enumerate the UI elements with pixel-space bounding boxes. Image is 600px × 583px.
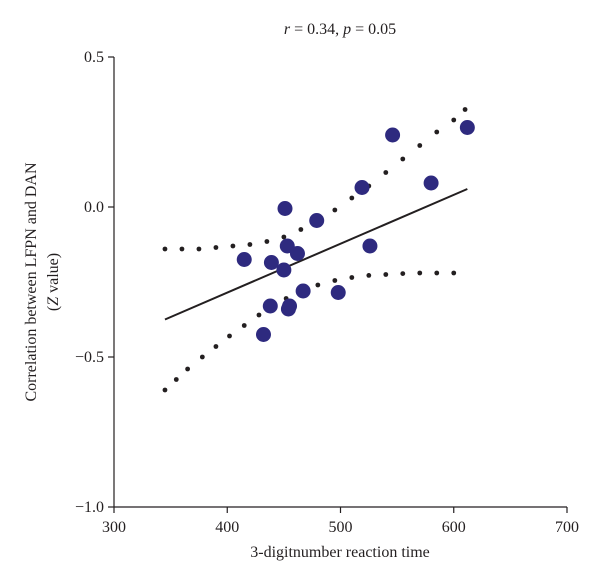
x-tick-label: 700 bbox=[555, 519, 579, 536]
ci-upper-dot bbox=[332, 207, 338, 213]
ci-upper-dot bbox=[179, 246, 185, 252]
data-point bbox=[276, 262, 292, 278]
r-symbol: r bbox=[284, 21, 291, 38]
ci-lower-dot bbox=[227, 333, 232, 339]
data-point bbox=[277, 201, 293, 216]
data-point bbox=[255, 327, 271, 342]
x-ticks: 300 400 500 600 700 bbox=[102, 507, 579, 536]
ci-upper-dot bbox=[349, 195, 355, 201]
ci-lower-dot bbox=[366, 273, 372, 278]
p-symbol: p bbox=[342, 21, 351, 38]
ci-upper-dot bbox=[434, 129, 440, 135]
y-axis-title-open: ( bbox=[45, 306, 62, 311]
ci-lower-dot bbox=[199, 354, 205, 360]
ci-lower-dot bbox=[383, 272, 389, 277]
ci-upper-dot bbox=[462, 107, 468, 112]
ci-upper-dot bbox=[162, 246, 168, 252]
x-axis-title: 3-digitnumber reaction time bbox=[250, 544, 430, 561]
ci-upper-dot bbox=[383, 170, 389, 175]
data-point bbox=[330, 285, 346, 300]
ci-lower-dot bbox=[332, 278, 338, 283]
ci-lower-dot bbox=[417, 270, 423, 276]
data-points bbox=[236, 120, 475, 342]
ci-upper-dot bbox=[298, 227, 304, 232]
ci-lower-dot bbox=[400, 271, 406, 276]
p-text: = 0.05 bbox=[351, 21, 396, 38]
ci-lower-dot bbox=[256, 312, 262, 318]
ci-upper-dot bbox=[417, 143, 423, 148]
data-point bbox=[295, 283, 311, 299]
r-text: = 0.34, bbox=[290, 21, 343, 38]
ci-lower-dot bbox=[349, 275, 355, 280]
data-point bbox=[354, 180, 370, 195]
ci-upper-dot bbox=[213, 245, 219, 250]
x-tick-label: 300 bbox=[102, 519, 126, 536]
data-point bbox=[263, 255, 279, 270]
y-axis-title-z: Z bbox=[45, 296, 62, 306]
y-tick-label: −0.5 bbox=[75, 349, 104, 366]
ci-upper-dot bbox=[281, 234, 287, 240]
x-tick-label: 400 bbox=[215, 519, 239, 536]
data-point bbox=[309, 213, 325, 228]
y-axis-title: Correlation between LFPN and DAN (Z valu… bbox=[23, 162, 62, 402]
ci-lower-dot bbox=[185, 366, 191, 372]
data-point bbox=[289, 246, 305, 261]
data-point bbox=[262, 298, 278, 314]
axes bbox=[113, 57, 567, 508]
data-point bbox=[236, 252, 252, 267]
chart-title: r = 0.34, p = 0.05 bbox=[284, 21, 396, 38]
ci-upper-dot bbox=[451, 117, 457, 123]
ci-lower-dot bbox=[241, 323, 247, 328]
confidence-band-upper bbox=[162, 107, 468, 252]
y-tick-label: −1.0 bbox=[75, 499, 104, 516]
y-tick-label: 0.5 bbox=[84, 49, 104, 66]
ci-upper-dot bbox=[230, 243, 236, 249]
ci-lower-dot bbox=[162, 387, 168, 393]
ci-lower-dot bbox=[434, 270, 440, 276]
data-point bbox=[459, 120, 475, 135]
data-point bbox=[385, 127, 401, 143]
ci-lower-dot bbox=[213, 344, 219, 349]
regression-line-group bbox=[164, 188, 468, 321]
ci-upper-dot bbox=[247, 242, 253, 247]
ci-lower-dot bbox=[315, 282, 321, 288]
regression-line bbox=[164, 188, 468, 321]
y-axis-title-line2: (Z value) bbox=[45, 253, 62, 311]
ci-upper-dot bbox=[264, 239, 270, 244]
ci-upper-dot bbox=[196, 246, 202, 252]
y-tick-label: 0.0 bbox=[84, 199, 104, 216]
y-ticks: −1.0 −0.5 0.0 0.5 bbox=[75, 49, 114, 516]
data-point bbox=[423, 175, 439, 191]
x-tick-label: 500 bbox=[329, 519, 353, 536]
ci-lower-dot bbox=[451, 270, 457, 276]
y-axis-title-rest: value) bbox=[45, 253, 62, 297]
data-point bbox=[362, 238, 378, 254]
data-point bbox=[282, 298, 298, 314]
ci-lower-dot bbox=[173, 377, 179, 382]
y-axis-title-line1: Correlation between LFPN and DAN bbox=[23, 162, 40, 402]
x-tick-label: 600 bbox=[442, 519, 466, 536]
ci-upper-dot bbox=[400, 156, 406, 162]
